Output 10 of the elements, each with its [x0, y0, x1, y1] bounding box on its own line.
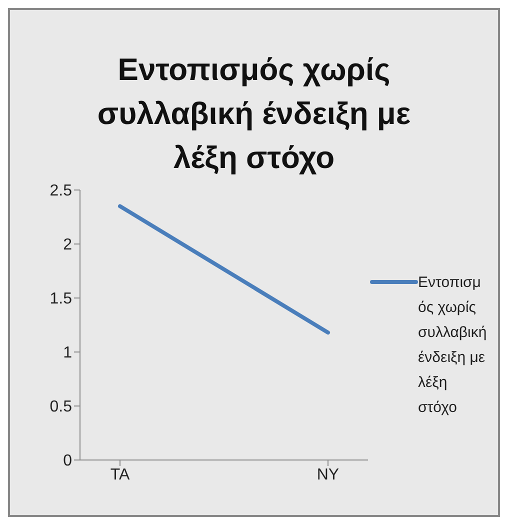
y-tick-label: 1 [63, 344, 72, 362]
x-tick-label: TA [110, 466, 130, 484]
y-tick-label: 1.5 [50, 290, 72, 308]
y-tick-label: 2 [63, 236, 72, 254]
x-tick-label: NY [316, 466, 340, 484]
chart-title: Εντοπισμός χωρίς συλλαβική ένδειξη με λέξη στόχο [96, 51, 412, 177]
legend-label: Εντοπισμός χωρίς συλλαβική ένδειξη με λέξη στόχο [418, 273, 488, 418]
y-tick-label: 0.5 [50, 398, 72, 416]
y-tick-label: 2.5 [50, 182, 72, 200]
y-tick-label: 0 [63, 452, 72, 470]
